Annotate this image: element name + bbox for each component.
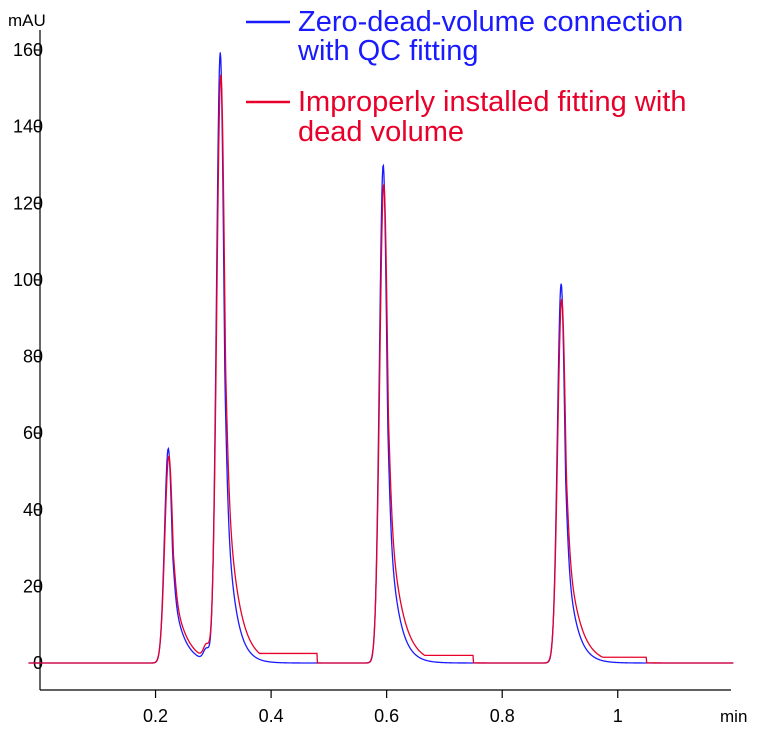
series-lines: [28, 52, 734, 664]
y-axis-label: mAU: [8, 11, 46, 30]
series-line: [28, 74, 734, 664]
x-tick-label: 0.8: [490, 706, 515, 726]
y-tick-label: 120: [13, 193, 43, 213]
y-tick-label: 40: [23, 500, 43, 520]
legend-entry-text: Zero-dead-volume connection: [298, 6, 683, 38]
x-axis-label: min: [720, 707, 747, 726]
legend-entry-text: Improperly installed fitting with: [298, 86, 686, 118]
legend-entry-text: dead volume: [298, 116, 464, 148]
y-tick-label: 100: [13, 270, 43, 290]
y-tick-label: 20: [23, 576, 43, 596]
legend-entry-text: with QC fitting: [297, 35, 479, 67]
x-tick-label: 0.2: [143, 706, 168, 726]
x-tick-label: 0.6: [374, 706, 399, 726]
y-tick-label: 160: [13, 40, 43, 60]
y-tick-label: 140: [13, 117, 43, 137]
y-tick-label: 80: [23, 347, 43, 367]
x-tick-label: 0.4: [259, 706, 284, 726]
x-tick-label: 1: [613, 706, 623, 726]
y-tick-label: 60: [23, 423, 43, 443]
